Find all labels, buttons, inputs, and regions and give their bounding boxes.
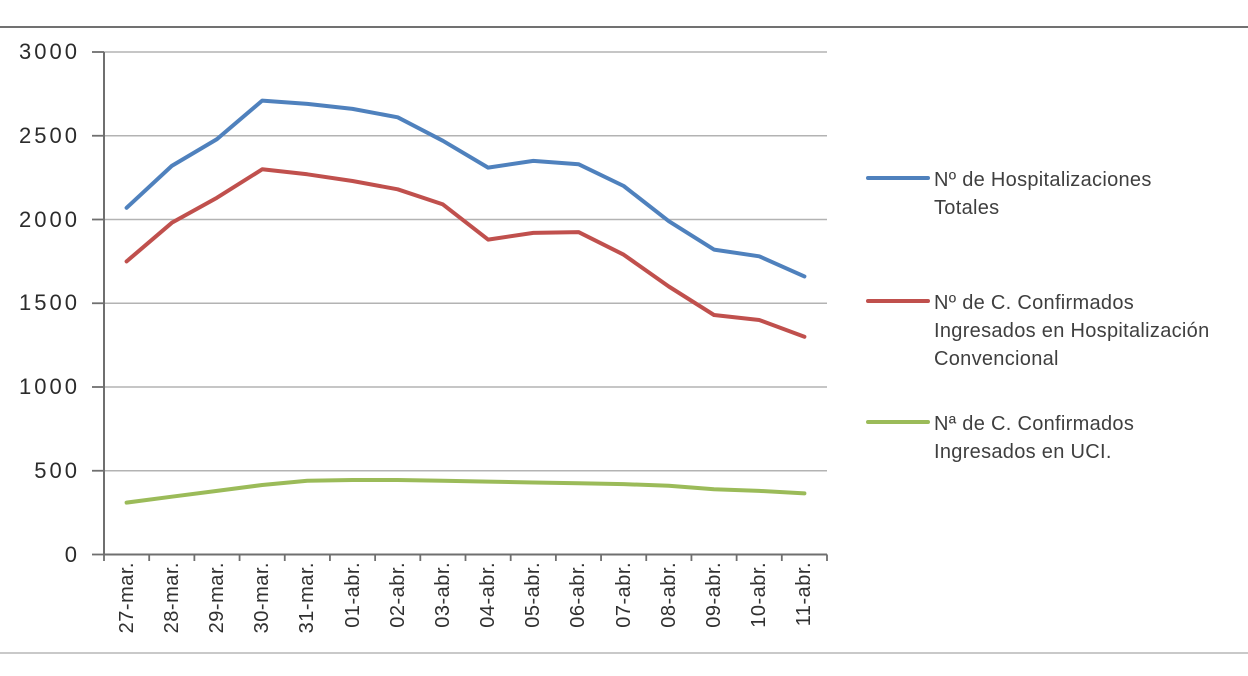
y-axis-tick-label: 2500	[19, 122, 80, 148]
x-axis-tick-label: 30-mar.	[251, 562, 274, 634]
legend-line-swatch-blue	[866, 176, 930, 180]
y-axis-tick-label: 500	[34, 457, 80, 483]
legend-item-hospitalizaciones-totales: Nº de Hospitalizaciones Totales	[866, 166, 1226, 222]
x-axis-tick-label: 11-abr.	[793, 562, 816, 627]
legend-line-swatch-red	[866, 299, 930, 303]
bottom-border-line	[0, 652, 1248, 654]
x-axis-tick-label: 09-abr.	[703, 562, 726, 628]
x-axis-tick-label: 31-mar.	[296, 562, 319, 634]
x-axis-tick-label: 29-mar.	[205, 562, 228, 634]
legend-line-swatch-green	[866, 420, 930, 424]
y-axis-tick-label: 2000	[19, 206, 80, 232]
top-border-line	[0, 26, 1248, 28]
x-axis-tick-label: 10-abr.	[748, 562, 771, 628]
y-axis-tick-label: 0	[64, 541, 80, 567]
x-axis-tick-label: 02-abr.	[386, 562, 409, 628]
x-axis-tick-label: 04-abr.	[477, 562, 500, 628]
legend-label: Nº de C. Confirmados Ingresados en Hospi…	[934, 292, 1210, 370]
legend-label: Nº de Hospitalizaciones Totales	[934, 169, 1152, 219]
legend-item-confirmados-uci: Nª de C. Confirmados Ingresados en UCI.	[866, 410, 1226, 466]
x-axis-tick-label: 08-abr.	[657, 562, 680, 628]
y-axis-tick-label: 3000	[19, 39, 80, 64]
x-axis-tick-label: 05-abr.	[522, 562, 545, 628]
y-axis-tick-label: 1000	[19, 374, 80, 399]
x-axis-tick-label: 27-mar.	[115, 562, 138, 634]
series-line-1	[124, 167, 807, 339]
x-axis-tick-label: 07-abr.	[612, 562, 635, 628]
legend-label: Nª de C. Confirmados Ingresados en UCI.	[934, 413, 1135, 463]
series-line-0	[124, 98, 807, 279]
series-line-2	[124, 478, 807, 505]
x-axis-tick-label: 06-abr.	[567, 562, 590, 628]
x-axis-tick-label: 01-abr.	[341, 562, 364, 628]
y-axis-tick-label: 1500	[19, 290, 80, 316]
legend-item-confirmados-hospitalizacion-convencional: Nº de C. Confirmados Ingresados en Hospi…	[866, 289, 1226, 373]
x-axis-tick-label: 28-mar.	[160, 562, 183, 634]
x-axis-tick-label: 03-abr.	[431, 562, 454, 628]
